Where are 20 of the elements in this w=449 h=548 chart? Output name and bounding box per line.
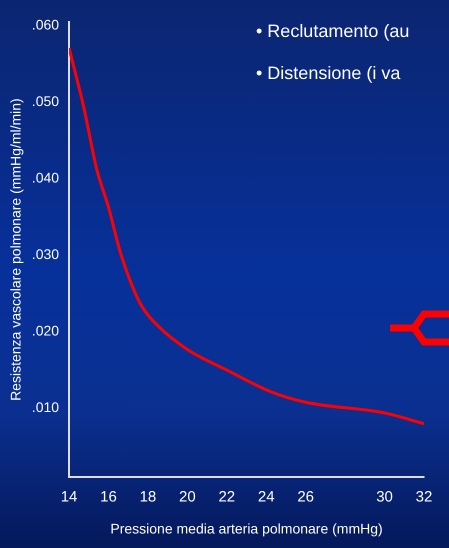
x-tick-label: 26	[297, 488, 314, 506]
y-axis-title: Resistenza vascolare polmonare (mmHg/ml/min)	[7, 98, 24, 401]
y-tick-label: .030	[32, 246, 60, 262]
x-tick-label: 24	[258, 488, 275, 506]
y-tick-label: .010	[32, 399, 60, 416]
annotation: • Distensione (i va	[256, 62, 402, 85]
y-tick-label: .020	[32, 322, 60, 339]
x-tick-label: 18	[140, 488, 156, 506]
annotation: • Reclutamento (au	[256, 20, 410, 43]
x-tick-label: 16	[100, 488, 117, 506]
x-tick-label: 30	[376, 488, 393, 506]
x-tick-label: 20	[179, 488, 196, 506]
y-tick-label: .050	[32, 93, 60, 110]
x-axis-title: Pressione media arteria polmonare (mmHg)	[110, 520, 383, 536]
line-series	[69, 46, 424, 426]
y-tick-label: .060	[32, 16, 60, 33]
x-tick-label: 14	[60, 488, 78, 506]
x-tick-label: 22	[218, 488, 236, 506]
x-tick-label: 32	[416, 488, 432, 506]
y-tick-label: .040	[32, 170, 60, 186]
